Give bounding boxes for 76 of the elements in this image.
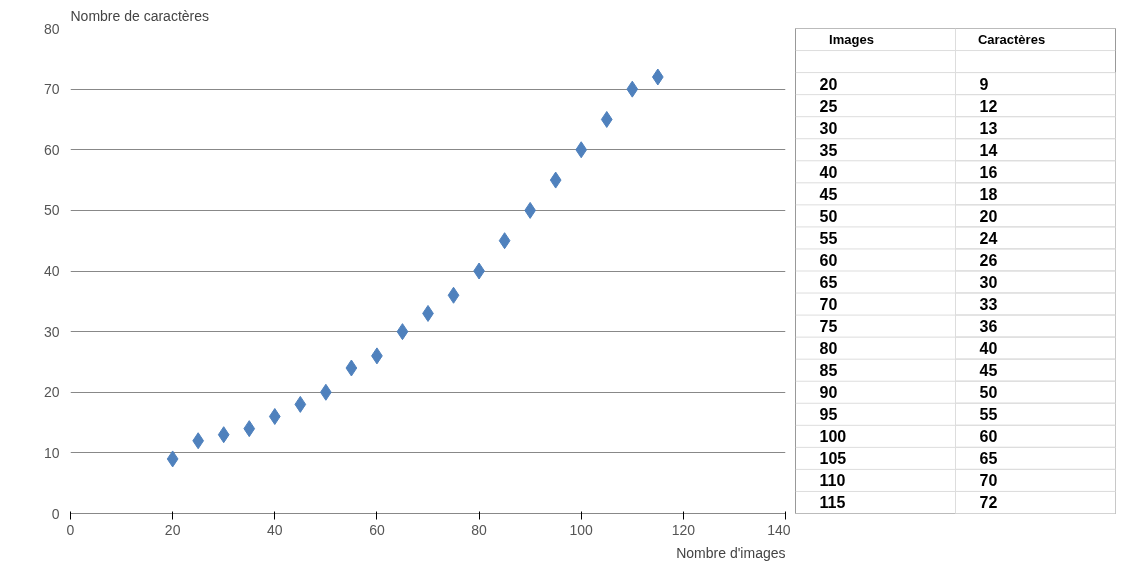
y-tick-label: 40 [819, 163, 838, 181]
data-label: 50 [979, 384, 998, 402]
point [396, 323, 409, 341]
y-tick-label: 65 [819, 274, 838, 292]
y-tick-label: 70 [43, 81, 60, 98]
y-tick-label: 35 [819, 141, 838, 159]
x-tick-label: 120 [671, 521, 696, 538]
point [345, 359, 358, 377]
y-tick-label: 0 [51, 505, 60, 522]
y-tick-label: 115 [819, 494, 846, 512]
y-axis-title: Nombre de caractères [70, 7, 210, 24]
x-tick-label: 140 [767, 521, 791, 538]
point [600, 110, 613, 128]
y-axis-title: Images [829, 32, 874, 48]
data-label: 72 [979, 494, 998, 512]
x-tick-label: 100 [569, 521, 594, 538]
data-label: 45 [979, 362, 998, 380]
data-label: 20 [979, 207, 998, 225]
y-tick-label: 80 [43, 20, 60, 37]
point [498, 232, 511, 250]
y-tick-label: 20 [819, 75, 838, 93]
data-label: 65 [979, 450, 998, 468]
point [447, 286, 460, 304]
y-tick-label: 80 [819, 340, 838, 358]
data-label: 55 [979, 406, 998, 424]
y-tick-label: 10 [43, 444, 60, 461]
data-label: 36 [979, 318, 998, 336]
point [268, 408, 281, 425]
y-tick-label: 20 [43, 384, 60, 401]
y-tick-label: 75 [819, 318, 838, 336]
x-tick-label: 20 [164, 521, 181, 538]
y-tick-label: 55 [819, 229, 838, 247]
data-label: 30 [979, 274, 998, 292]
y-tick-label: 45 [819, 185, 838, 203]
data-label: 18 [979, 185, 998, 203]
data-label: 13 [979, 119, 998, 137]
x-tick-label: 80 [471, 521, 488, 538]
data-label: 12 [979, 97, 998, 115]
data-label: 16 [979, 163, 998, 181]
y-tick-label: 25 [819, 97, 838, 115]
x-tick-label: 0 [66, 521, 75, 538]
y-tick-label: 85 [819, 362, 838, 380]
y-tick-label: 30 [819, 119, 838, 137]
y-tick-label: 90 [819, 384, 838, 402]
y-tick-label: 110 [819, 472, 846, 490]
point [651, 68, 664, 86]
data-label: 40 [979, 340, 998, 358]
data-label: 26 [979, 251, 998, 269]
data-label: 70 [979, 472, 998, 490]
y-tick-label: 60 [819, 251, 838, 269]
y-tick-label: 50 [819, 207, 838, 225]
point [243, 420, 256, 438]
point [166, 450, 179, 468]
data-label: 24 [979, 229, 998, 247]
point [192, 432, 205, 450]
y-tick-label: 50 [43, 202, 60, 219]
data-label: 60 [979, 428, 998, 446]
x-tick-label: 40 [267, 521, 283, 538]
point [294, 395, 307, 413]
point [549, 171, 562, 189]
y-tick-label: 105 [819, 450, 847, 468]
data-label: 14 [979, 141, 998, 159]
x-tick-label: Caractères [977, 32, 1046, 48]
y-tick-label: 30 [43, 323, 60, 340]
x-axis-title: Nombre d'images [676, 544, 786, 561]
y-tick-label: 70 [819, 296, 838, 314]
x-tick-label: 60 [369, 521, 385, 538]
data-label: 9 [979, 75, 989, 93]
point [575, 141, 588, 159]
point [217, 426, 230, 444]
y-tick-label: 40 [43, 263, 60, 279]
y-tick-label: 60 [43, 141, 60, 158]
data-label: 33 [979, 296, 998, 314]
y-tick-label: 100 [819, 428, 847, 446]
point [626, 80, 639, 98]
y-tick-label: 95 [819, 406, 838, 424]
